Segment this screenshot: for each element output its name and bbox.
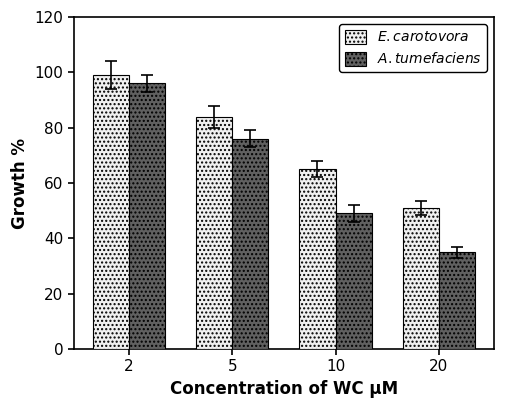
Legend: $E. carotovora$, $A. tumefaciens$: $E. carotovora$, $A. tumefaciens$: [339, 24, 487, 72]
Bar: [335, 213, 372, 349]
Bar: [299, 169, 335, 349]
Y-axis label: Growth %: Growth %: [11, 137, 29, 229]
Bar: [232, 139, 269, 349]
Bar: [402, 208, 439, 349]
Bar: [93, 75, 129, 349]
X-axis label: Concentration of WC μM: Concentration of WC μM: [170, 380, 398, 398]
Bar: [129, 83, 165, 349]
Bar: [439, 252, 475, 349]
Bar: [196, 117, 232, 349]
